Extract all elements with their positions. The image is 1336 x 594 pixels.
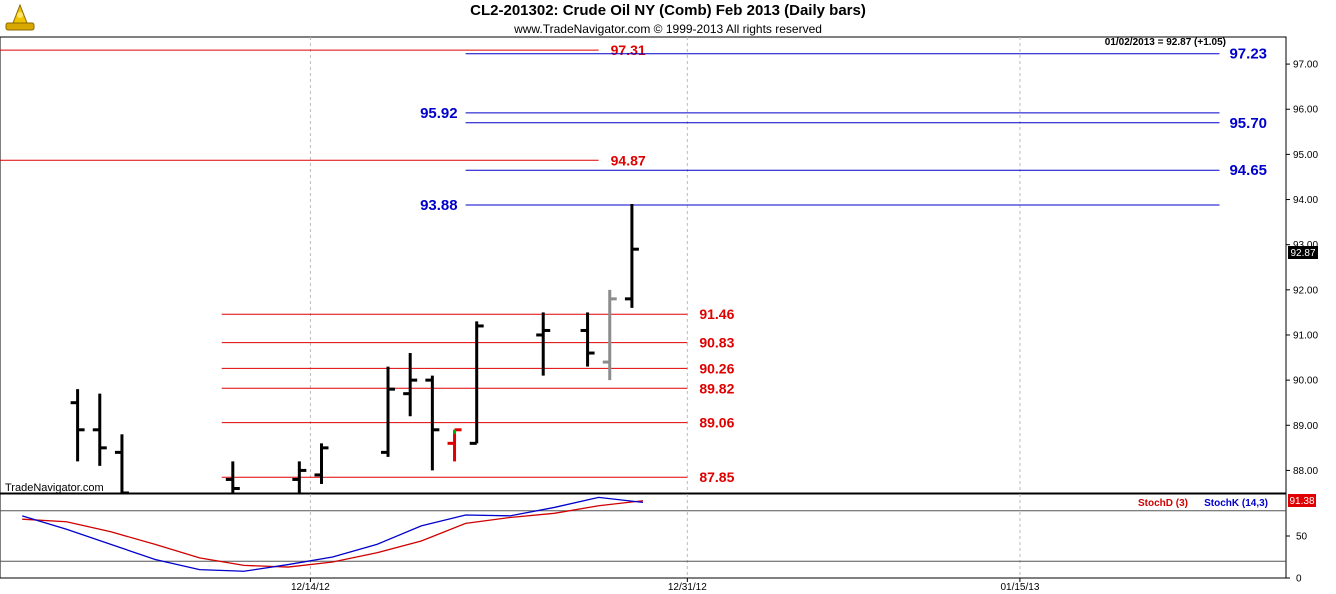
ohlc-bar [425,375,440,471]
red-level-label: 91.46 [699,306,734,322]
last-price-readout: 01/02/2013 = 92.87 (+1.05) [1104,37,1226,48]
grid [0,37,1286,578]
stochastic-lines [21,496,644,572]
last-price-badge-bg [1288,246,1318,259]
red-level-label: 90.83 [699,335,734,351]
price-bars [70,204,639,495]
x-tick-label: 12/31/12 [668,582,707,593]
y-tick-label: 91.00 [1293,330,1318,341]
ohlc-bar [225,461,240,493]
ohlc-bar [292,461,307,493]
x-tick-label: 12/14/12 [291,582,330,593]
price-axis: 88.00 89.00 90.00 91.00 92.00 93.00 94.00 95.00… [1286,60,1318,477]
ohlc-bar [469,321,484,445]
chart-title: CL2-201302: Crude Oil NY (Comb) Feb 2013… [470,2,866,19]
y-tick-label: 94.00 [1293,195,1318,206]
legend-stochk: StochK (14,3) [1204,498,1268,509]
red-level-label: 94.87 [611,152,646,168]
price-panel-frame [0,36,1287,494]
ohlc-bar [314,443,329,484]
blue-level-label: 93.88 [420,197,458,214]
red-level-label: 97.31 [611,42,646,58]
blue-level-label: 95.70 [1229,115,1267,132]
y-tick-label: 89.00 [1293,421,1318,432]
ohlc-bar [624,204,639,308]
y-tick-label: 97.00 [1293,60,1318,71]
ohlc-bar [447,428,462,462]
stoch-legend: StochD (3) StochK (14,3) [1138,498,1268,509]
blue-level-label: 95.92 [420,105,458,122]
ohlc-bar [580,312,595,367]
red-level-label: 89.06 [699,415,734,431]
y-tick-label: 95.00 [1293,150,1318,161]
ohlc-bar [536,312,551,376]
blue-level-label: 94.65 [1229,162,1267,179]
ohlc-bar [602,289,617,381]
chart-subtitle: www.TradeNavigator.com © 1999-2013 All r… [514,22,822,36]
stoch-panel-frame [0,493,1287,579]
stoch-tick-label: 0 [1296,574,1302,585]
last-price-badge: 92.87 [1290,248,1315,259]
stoch-series-line [22,500,644,568]
ohlc-bar [114,434,129,495]
y-tick-label: 92.00 [1293,285,1318,296]
x-tick-label: 01/15/13 [1000,582,1039,593]
trade-navigator-logo-icon [3,2,37,32]
blue-level-label: 97.23 [1229,46,1267,63]
red-level-label: 90.26 [699,360,734,376]
red-level-label: 89.82 [699,380,734,396]
stoch-badge: 91.38 [1289,496,1314,507]
ohlc-bar [70,389,85,462]
y-tick-label: 90.00 [1293,376,1318,387]
watermark: TradeNavigator.com [5,482,104,494]
ohlc-bar [92,393,107,466]
ohlc-bar [403,353,418,417]
stoch-series-line [21,496,644,572]
y-tick-label: 93.00 [1293,240,1318,251]
stoch-axis: 0 50 [1286,532,1308,585]
red-level-label: 87.85 [699,469,734,485]
y-tick-label: 88.00 [1293,466,1318,477]
legend-stochd: StochD (3) [1138,498,1188,509]
date-axis: 12/14/12 12/31/12 01/15/13 [291,578,1040,593]
stoch-tick-label: 50 [1296,532,1308,543]
ohlc-bar [381,366,396,457]
stoch-badge-bg [1288,494,1316,507]
y-tick-label: 96.00 [1293,105,1318,116]
